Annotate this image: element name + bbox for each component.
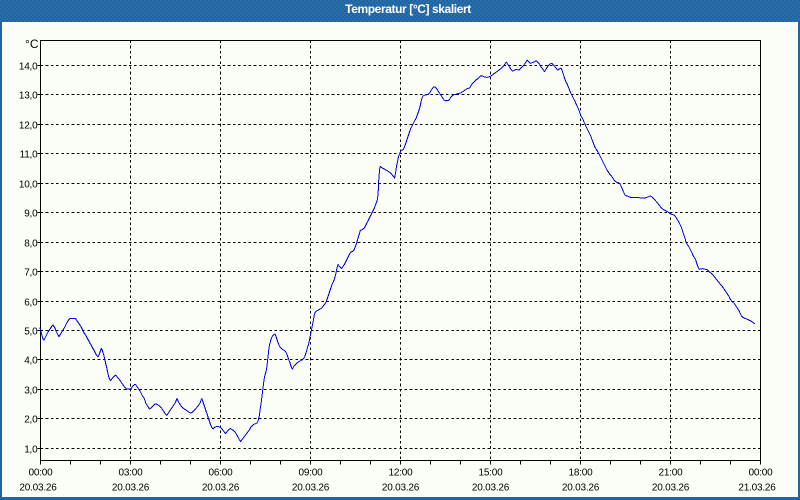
svg-text:21.03.26: 21.03.26 xyxy=(738,483,776,494)
svg-text:20.03.26: 20.03.26 xyxy=(112,483,150,494)
svg-text:18:00: 18:00 xyxy=(568,468,593,479)
svg-text:12,0: 12,0 xyxy=(19,121,38,132)
svg-text:20.03.26: 20.03.26 xyxy=(472,483,510,494)
svg-text:4,0: 4,0 xyxy=(24,356,38,367)
svg-text:20.03.26: 20.03.26 xyxy=(202,483,240,494)
svg-text:15:00: 15:00 xyxy=(478,468,503,479)
svg-text:7,0: 7,0 xyxy=(24,268,38,279)
svg-text:14,0: 14,0 xyxy=(19,62,38,73)
svg-text:5,0: 5,0 xyxy=(24,327,38,338)
svg-text:03:00: 03:00 xyxy=(118,468,143,479)
svg-text:09:00: 09:00 xyxy=(298,468,323,479)
svg-text:20.03.26: 20.03.26 xyxy=(292,483,330,494)
svg-text:11,0: 11,0 xyxy=(20,150,39,161)
svg-text:06:00: 06:00 xyxy=(208,468,233,479)
svg-text:3,0: 3,0 xyxy=(24,386,38,397)
svg-text:12:00: 12:00 xyxy=(388,468,413,479)
svg-text:9,0: 9,0 xyxy=(24,209,38,220)
svg-text:20.03.26: 20.03.26 xyxy=(382,483,420,494)
svg-text:°C: °C xyxy=(25,37,39,51)
svg-text:21:00: 21:00 xyxy=(658,468,683,479)
svg-text:20.03.26: 20.03.26 xyxy=(562,483,600,494)
svg-text:13,0: 13,0 xyxy=(19,91,38,102)
svg-text:20.03.26: 20.03.26 xyxy=(19,483,57,494)
svg-text:8,0: 8,0 xyxy=(24,239,38,250)
svg-text:6,0: 6,0 xyxy=(24,298,38,309)
svg-text:10,0: 10,0 xyxy=(19,180,38,191)
svg-text:2,0: 2,0 xyxy=(24,415,38,426)
svg-text:20.03.26: 20.03.26 xyxy=(652,483,690,494)
svg-text:00:00: 00:00 xyxy=(748,468,773,479)
svg-text:1,0: 1,0 xyxy=(24,445,38,456)
svg-text:00:00: 00:00 xyxy=(28,468,53,479)
